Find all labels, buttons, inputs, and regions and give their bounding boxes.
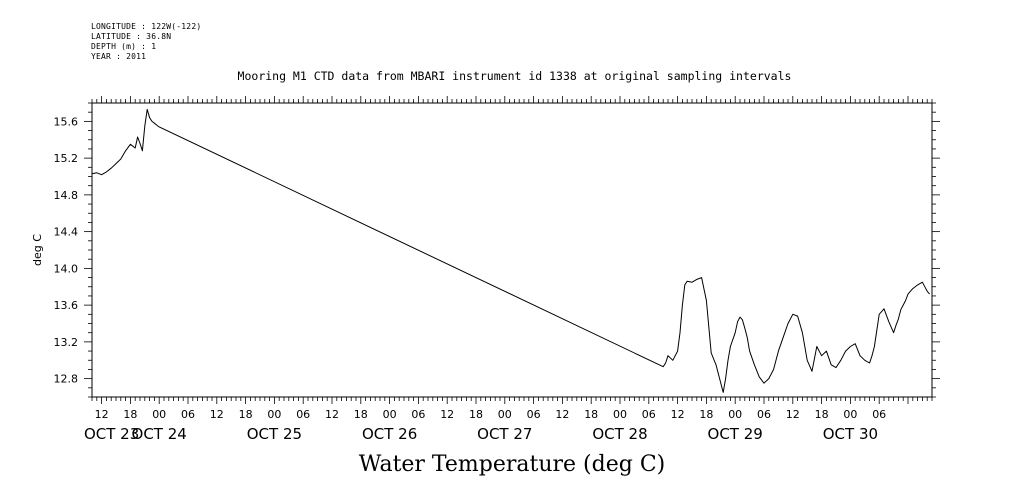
x-day-label: OCT 27 [477, 425, 532, 443]
x-hour-label: 06 [181, 408, 195, 421]
x-day-label: OCT 30 [823, 425, 878, 443]
year-label: YEAR : 2011 [91, 52, 147, 61]
x-hour-label: 12 [555, 408, 569, 421]
x-hour-label: 18 [239, 408, 253, 421]
latitude-label: LATITUDE : 36.8N [91, 32, 172, 41]
x-hour-label: 18 [469, 408, 483, 421]
x-hour-label: 06 [872, 408, 886, 421]
x-hour-label: 12 [95, 408, 109, 421]
x-hour-label: 06 [411, 408, 425, 421]
depth-label: DEPTH (m) : 1 [91, 42, 157, 51]
x-hour-label: 18 [123, 408, 137, 421]
longitude-label: LONGITUDE : 122W(-122) [91, 22, 202, 31]
series-line [91, 108, 930, 393]
y-tick-label: 15.6 [54, 115, 79, 128]
y-tick-label: 15.2 [54, 152, 79, 165]
y-tick-label: 13.2 [54, 336, 79, 349]
x-day-label: OCT 26 [362, 425, 417, 443]
x-hour-label: 12 [786, 408, 800, 421]
x-hour-label: 18 [354, 408, 368, 421]
x-hour-label: 18 [699, 408, 713, 421]
x-hour-label: 18 [584, 408, 598, 421]
x-day-label: OCT 24 [132, 425, 187, 443]
x-hour-label: 00 [613, 408, 627, 421]
x-hour-label: 12 [325, 408, 339, 421]
x-day-label: OCT 25 [247, 425, 302, 443]
x-hour-label: 00 [152, 408, 166, 421]
x-hour-label: 00 [843, 408, 857, 421]
x-hour-label: 00 [383, 408, 397, 421]
y-tick-label: 14.4 [54, 226, 79, 239]
x-hour-label: 06 [296, 408, 310, 421]
y-tick-label: 14.0 [54, 262, 79, 275]
y-tick-label: 13.6 [54, 299, 79, 312]
x-hour-label: 12 [440, 408, 454, 421]
x-hour-label: 06 [527, 408, 541, 421]
y-axis-label: deg C [31, 234, 44, 266]
x-day-label: OCT 28 [592, 425, 647, 443]
chart-footer-title: Water Temperature (deg C) [358, 452, 666, 477]
x-hour-label: 18 [815, 408, 829, 421]
x-hour-label: 00 [498, 408, 512, 421]
y-tick-label: 12.8 [54, 373, 79, 386]
chart-title: Mooring M1 CTD data from MBARI instrumen… [237, 69, 792, 83]
x-day-label: OCT 23 [84, 425, 139, 443]
x-hour-label: 00 [728, 408, 742, 421]
x-hour-label: 06 [642, 408, 656, 421]
x-hour-label: 06 [757, 408, 771, 421]
metadata-block: LONGITUDE : 122W(-122) LATITUDE : 36.8N … [91, 22, 201, 62]
x-day-label: OCT 29 [708, 425, 763, 443]
x-hour-label: 12 [671, 408, 685, 421]
y-tick-label: 14.8 [54, 189, 79, 202]
x-hour-label: 12 [210, 408, 224, 421]
x-hour-label: 00 [267, 408, 281, 421]
